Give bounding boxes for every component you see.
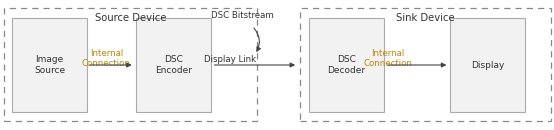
Text: DSC
Encoder: DSC Encoder [155, 55, 192, 75]
Bar [450, 18, 525, 112]
Bar [4, 8, 257, 121]
Text: Image
Source: Image Source [34, 55, 65, 75]
Text: Source Device: Source Device [95, 13, 166, 23]
Bar [309, 18, 384, 112]
Text: Sink Device: Sink Device [396, 13, 455, 23]
Text: DSC Bitstream: DSC Bitstream [211, 11, 274, 20]
Bar [300, 8, 551, 121]
Text: Internal
Connection: Internal Connection [82, 49, 131, 68]
Text: DSC
Decoder: DSC Decoder [327, 55, 366, 75]
Bar [136, 18, 211, 112]
Text: Display Link: Display Link [204, 55, 256, 64]
Text: Display: Display [471, 60, 505, 70]
Bar [12, 18, 87, 112]
Text: Internal
Connection: Internal Connection [363, 49, 412, 68]
